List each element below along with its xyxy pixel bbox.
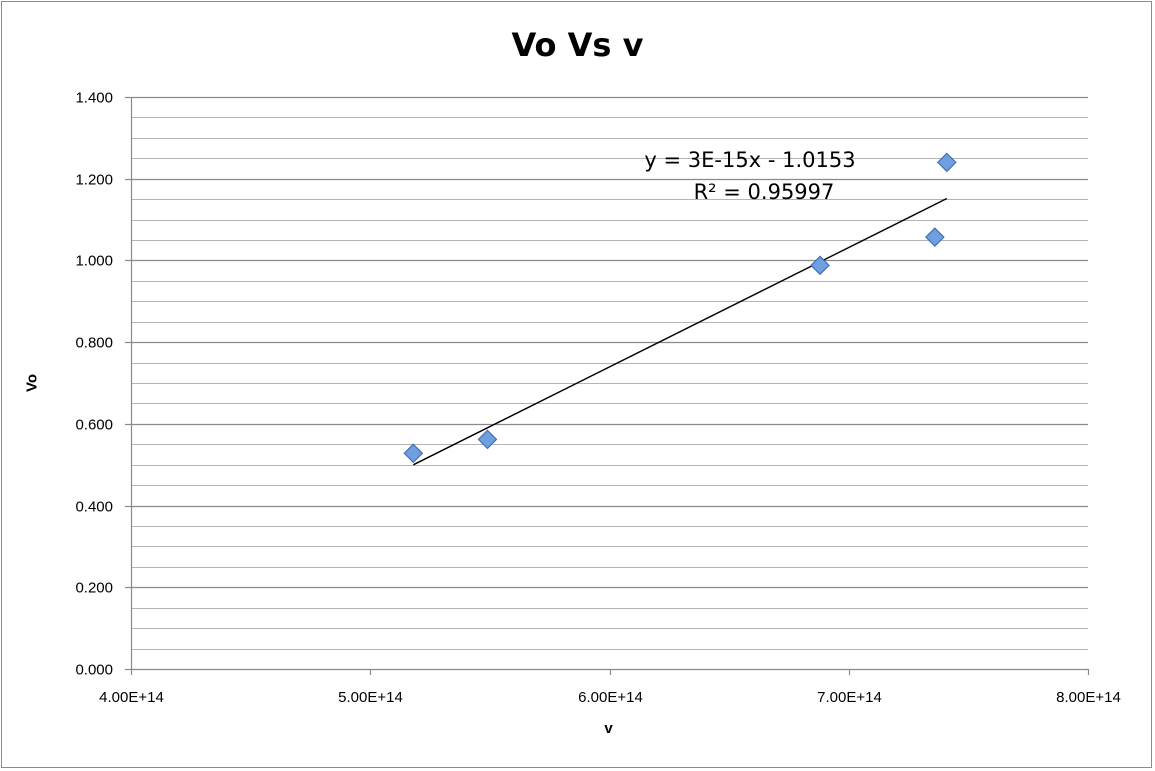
x-tick-label: 5.00E+14 xyxy=(338,689,403,706)
y-tick-label: 0.000 xyxy=(75,662,113,679)
chart-title: Vo Vs v xyxy=(511,26,644,64)
trendline-equation: y = 3E-15x - 1.0153 xyxy=(644,148,855,172)
x-tick-label: 8.00E+14 xyxy=(1056,689,1121,706)
y-tick-label: 0.800 xyxy=(75,335,113,352)
y-tick-label: 1.400 xyxy=(75,90,113,107)
data-point xyxy=(936,152,957,173)
x-axis-label: v xyxy=(604,720,613,737)
y-tick-label: 0.400 xyxy=(75,499,113,516)
trendline xyxy=(413,197,948,466)
y-tick-label: 0.200 xyxy=(75,580,113,597)
y-tick-label: 1.000 xyxy=(75,253,113,270)
data-point xyxy=(403,443,424,464)
x-tick-label: 6.00E+14 xyxy=(578,689,643,706)
y-tick-label: 0.600 xyxy=(75,417,113,434)
data-point xyxy=(477,429,498,450)
data-point xyxy=(925,227,945,247)
data-point xyxy=(810,255,830,276)
trendline-r-squared: R² = 0.95997 xyxy=(694,180,835,204)
x-tick-label: 4.00E+14 xyxy=(99,689,164,706)
x-tick-label: 7.00E+14 xyxy=(817,689,882,706)
y-tick-label: 1.200 xyxy=(75,172,113,189)
